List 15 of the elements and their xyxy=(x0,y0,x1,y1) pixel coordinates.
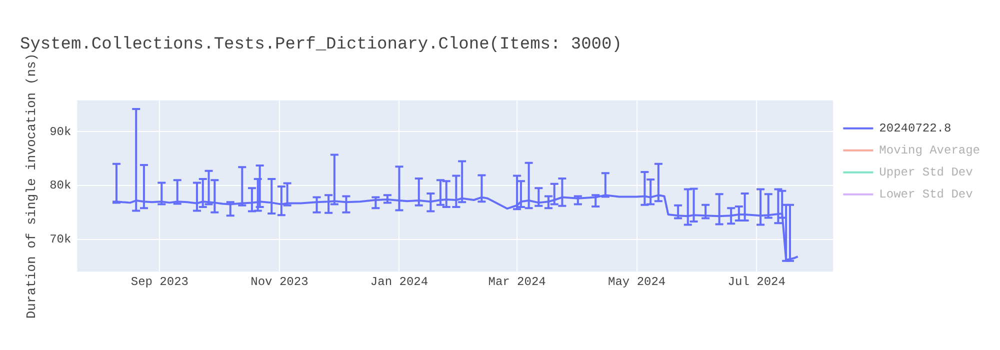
y-axis-title: Duration of single invocation (ns) xyxy=(24,53,40,319)
y-tick-label: 90k xyxy=(50,124,72,139)
y-tick-label: 70k xyxy=(50,232,72,246)
y-tick-label: 80k xyxy=(50,178,72,193)
x-tick-label: Jan 2024 xyxy=(370,274,428,289)
legend-label: Upper Std Dev xyxy=(879,166,973,180)
legend-label: Lower Std Dev xyxy=(879,188,973,202)
x-tick-label: Mar 2024 xyxy=(488,274,546,289)
x-tick-label: Nov 2023 xyxy=(250,274,308,289)
chart-title: System.Collections.Tests.Perf_Dictionary.Clone(Items: 3000) xyxy=(20,36,622,55)
legend-label: 20240722.8 xyxy=(879,122,952,136)
x-tick-label: Jul 2024 xyxy=(728,274,786,289)
x-tick-label: May 2024 xyxy=(608,274,666,289)
x-tick-label: Sep 2023 xyxy=(130,274,188,289)
legend-label: Moving Average xyxy=(879,144,980,158)
